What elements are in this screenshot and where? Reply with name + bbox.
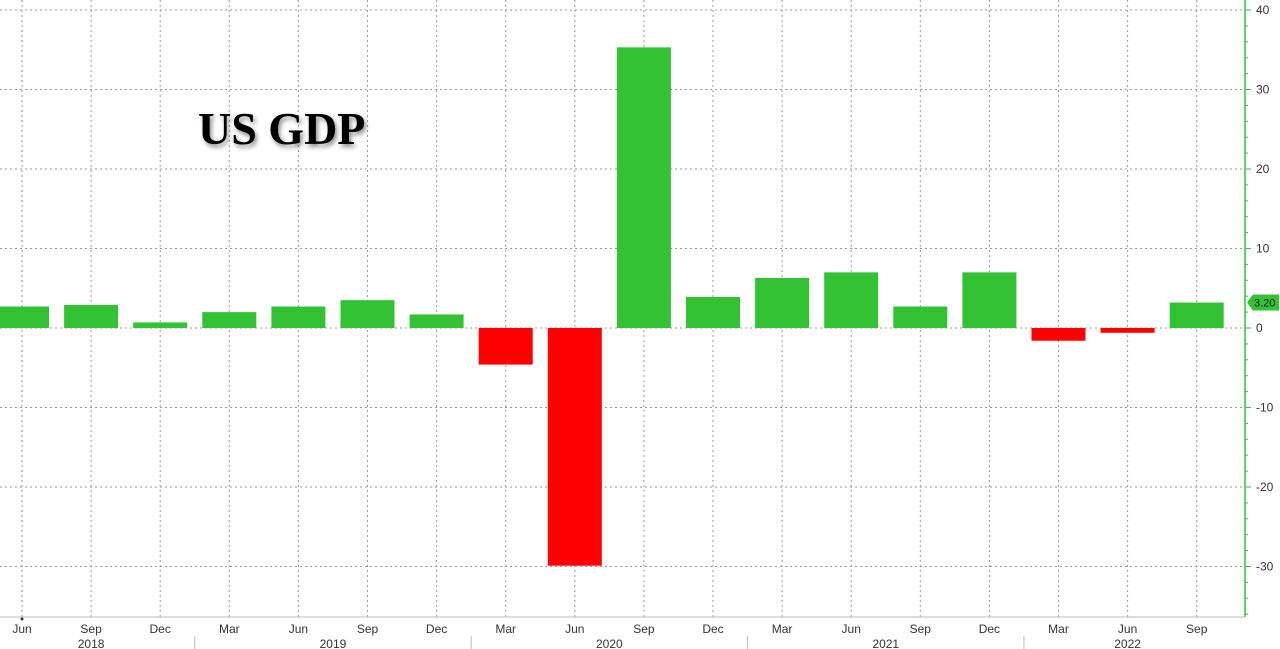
year-label: 2021 (872, 637, 899, 649)
last-value-marker (1247, 294, 1279, 311)
x-tick-label: Sep (357, 622, 379, 636)
x-tick-label: Mar (772, 622, 793, 636)
y-tick-label: -20 (1256, 480, 1274, 494)
y-tick-label: 40 (1256, 3, 1270, 17)
label-layer: 40 30 20 10 0 -10 -20 -30 3.20 Jun Sep Dec Mar Jun Sep… (12, 3, 1279, 649)
bar (962, 272, 1017, 328)
bar (64, 304, 119, 328)
year-label: 2019 (320, 637, 347, 649)
year-label: 2018 (78, 637, 105, 649)
bar (1031, 328, 1086, 341)
y-tick-label: -30 (1256, 560, 1274, 574)
bar (1169, 302, 1224, 328)
x-tick-label: Sep (1186, 622, 1208, 636)
x-tick-label: Sep (910, 622, 932, 636)
bar (478, 328, 533, 365)
bar (893, 306, 948, 328)
bar (0, 306, 49, 328)
x-tick-label: Mar (495, 622, 516, 636)
bar (686, 296, 740, 328)
bar (409, 314, 464, 328)
last-value-label: 3.20 (1254, 298, 1275, 310)
x-tick-label: Jun (289, 622, 308, 636)
x-tick-label: Dec (979, 622, 1000, 636)
bar (340, 300, 395, 328)
x-tick-label: Jun (12, 622, 31, 636)
x-tick-label: Dec (426, 622, 447, 636)
x-tick-label: Mar (219, 622, 240, 636)
x-tick-label: Jun (842, 622, 861, 636)
x-tick-label: Jun (1118, 622, 1137, 636)
chart-title: US GDP (198, 103, 365, 154)
axis-layer (0, 0, 1251, 649)
bar (824, 272, 879, 328)
x-tick-label: Jun (565, 622, 584, 636)
x-start-marker (20, 617, 24, 621)
y-tick-label: 0 (1256, 321, 1263, 335)
y-tick-label: 20 (1256, 162, 1270, 176)
bar (133, 322, 188, 328)
x-tick-label: Dec (702, 622, 723, 636)
x-tick-label: Sep (80, 622, 102, 636)
bar (202, 312, 257, 328)
bar-layer (0, 47, 1224, 566)
bar (547, 328, 602, 566)
bar (271, 306, 326, 328)
bar (1100, 328, 1155, 333)
bar (616, 47, 671, 329)
y-tick-label: 30 (1256, 83, 1270, 97)
bar (755, 277, 810, 328)
y-tick-label: -10 (1256, 401, 1274, 415)
x-tick-label: Mar (1048, 622, 1069, 636)
x-tick-label: Dec (150, 622, 171, 636)
y-tick-label: 10 (1256, 242, 1270, 256)
year-label: 2020 (596, 637, 623, 649)
year-label: 2022 (1114, 637, 1141, 649)
x-tick-label: Sep (633, 622, 655, 636)
